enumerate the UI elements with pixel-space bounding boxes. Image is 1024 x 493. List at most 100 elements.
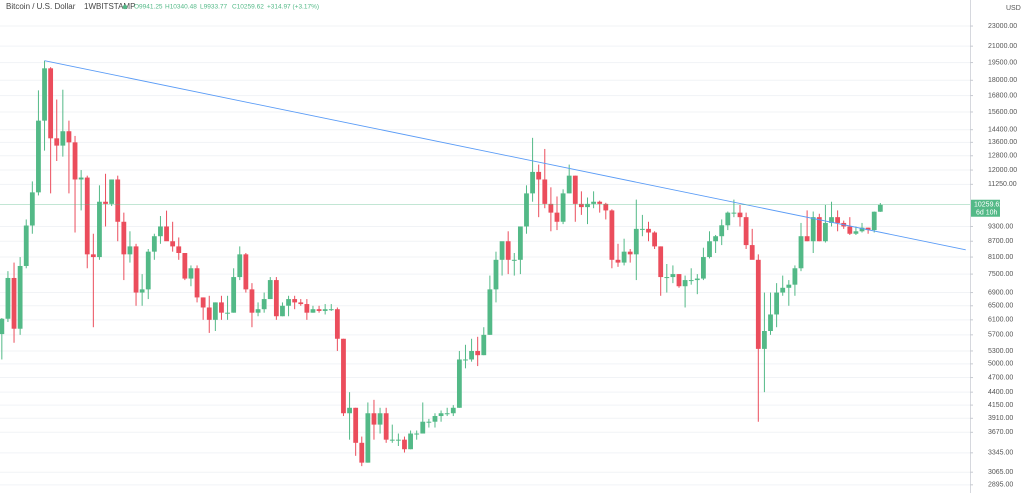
- candle-body: [810, 217, 816, 242]
- candle-body: [0, 318, 5, 335]
- candle-body: [694, 278, 700, 281]
- candle-body: [743, 217, 749, 246]
- y-tick-label: 3345.00: [988, 450, 1013, 457]
- candle-body: [597, 201, 603, 204]
- candle-body: [133, 246, 139, 293]
- candle-body: [316, 309, 322, 311]
- y-tick-label: 18000.00: [988, 77, 1017, 84]
- candle-body: [36, 120, 41, 193]
- y-tick-label: 5700.00: [988, 332, 1013, 339]
- candle-body: [713, 236, 719, 242]
- y-tick-label: 4700.00: [988, 374, 1013, 381]
- candle-body: [200, 297, 206, 308]
- candle-body: [29, 192, 35, 226]
- candle-body: [749, 245, 755, 260]
- candle-body: [707, 241, 712, 258]
- candle-body: [115, 179, 121, 222]
- candle-body: [609, 210, 615, 260]
- candle-body: [816, 217, 822, 242]
- candle-body: [572, 175, 578, 204]
- candle-body: [847, 226, 853, 234]
- candle-body: [334, 309, 340, 339]
- candle-body: [871, 211, 877, 231]
- y-tick-label: 2895.00: [988, 482, 1013, 489]
- candle-body: [792, 268, 798, 285]
- candle-body: [560, 193, 566, 222]
- y-tick-label: 8700.00: [988, 238, 1013, 245]
- candle-body: [139, 289, 145, 293]
- candle-body: [273, 280, 279, 317]
- exchange: BITSTAMP: [96, 2, 135, 11]
- candle-body: [804, 236, 810, 242]
- candle-body: [798, 236, 804, 269]
- candle-body: [359, 442, 365, 463]
- candle-body: [542, 179, 548, 204]
- candle-body: [499, 241, 505, 260]
- y-tick-label: 15600.00: [988, 109, 1017, 116]
- candle-body: [768, 314, 773, 331]
- candle-body: [280, 305, 285, 317]
- candle-body: [524, 193, 529, 227]
- candle-body: [90, 254, 96, 258]
- candle-body: [66, 131, 72, 143]
- y-tick-label: 4150.00: [988, 402, 1013, 409]
- y-tick-label: 9300.00: [988, 223, 1013, 230]
- candle-body: [664, 277, 670, 279]
- candle-body: [243, 254, 249, 290]
- open-value: O9941.25: [134, 4, 163, 11]
- candle-body: [365, 413, 371, 463]
- y-tick-label: 14400.00: [988, 127, 1017, 134]
- candle-body: [17, 265, 23, 329]
- candle-body: [737, 212, 743, 218]
- candle-body: [658, 246, 664, 278]
- interval: 1W: [84, 2, 96, 11]
- candle-body: [755, 259, 761, 349]
- candle-body: [54, 138, 60, 146]
- candle-body: [682, 280, 688, 287]
- candle-body: [835, 217, 841, 223]
- candle-body: [377, 413, 383, 425]
- candle-body: [225, 312, 230, 314]
- y-tick-label: 21000.00: [988, 43, 1017, 50]
- candle-body: [176, 246, 182, 253]
- candle-body: [432, 416, 438, 422]
- y-tick-label: 12000.00: [988, 167, 1017, 174]
- candle-body: [774, 292, 780, 315]
- y-tick-label: 5300.00: [988, 348, 1013, 355]
- candle-body: [182, 252, 188, 279]
- candle-body: [371, 413, 377, 425]
- candle-body: [481, 334, 487, 356]
- candle-body: [5, 277, 11, 319]
- candle-body: [341, 338, 346, 414]
- candle-body: [438, 413, 444, 417]
- candle-body: [42, 68, 47, 121]
- last-price-label: 10259.62: [974, 202, 1003, 209]
- candle-body: [11, 277, 17, 329]
- candle-body: [310, 309, 316, 313]
- candle-body: [255, 309, 261, 313]
- candle-body: [72, 142, 78, 180]
- candle-body: [426, 421, 432, 423]
- low-value: L9933.77: [200, 4, 227, 11]
- currency: USD: [1006, 5, 1021, 12]
- candle-body: [725, 212, 731, 226]
- candle-body: [322, 309, 328, 311]
- candle-body: [859, 227, 865, 232]
- candle-body: [347, 407, 352, 414]
- candle-body: [249, 289, 255, 313]
- status-dot: [122, 4, 128, 10]
- candle-body: [206, 307, 212, 320]
- y-tick-label: 23000.00: [988, 23, 1017, 30]
- candle-body: [212, 302, 218, 320]
- symbol-title: Bitcoin / U.S. Dollar: [6, 2, 76, 11]
- candle-body: [450, 407, 456, 414]
- y-tick-label: 6500.00: [988, 303, 1013, 310]
- candle-body: [621, 251, 627, 263]
- candle-body: [402, 439, 407, 450]
- candle-body: [578, 203, 584, 208]
- candle-body: [158, 226, 163, 237]
- candle-body: [487, 289, 493, 335]
- last-price-box: [971, 199, 1000, 217]
